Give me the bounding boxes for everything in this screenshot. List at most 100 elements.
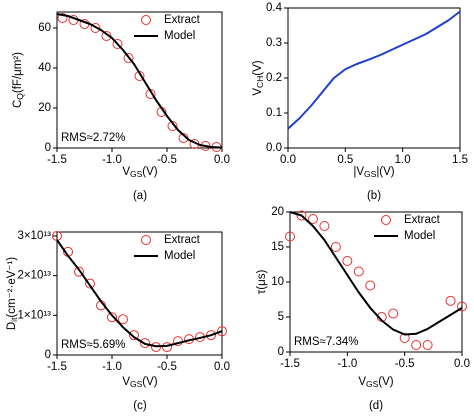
legend-label: Model bbox=[404, 230, 435, 242]
x-tick-label: -0.5 bbox=[395, 358, 415, 370]
label-part: |(V) bbox=[376, 166, 394, 178]
y-tick-label: 40 bbox=[38, 62, 51, 74]
plot-frame bbox=[289, 211, 463, 353]
x-tick-label: 0.0 bbox=[454, 358, 470, 370]
caption: (a) bbox=[133, 190, 147, 202]
label-part: τ(μs) bbox=[256, 270, 268, 295]
y-tick-label: 0 bbox=[278, 346, 284, 358]
data-point bbox=[285, 231, 295, 242]
y-tick-label: 5 bbox=[278, 311, 284, 323]
data-point bbox=[118, 314, 128, 325]
y-tick-label: 2×10¹³ bbox=[17, 270, 51, 282]
data-line bbox=[289, 211, 463, 336]
y-tick-label: 1×10¹³ bbox=[17, 309, 51, 321]
label-part: (V) bbox=[142, 166, 158, 178]
annotation: RMS≈7.34% bbox=[294, 336, 358, 348]
data-point bbox=[388, 308, 399, 319]
caption: (c) bbox=[133, 400, 147, 412]
y-tick-label: 0 bbox=[45, 142, 51, 154]
y-tick-label: 3×10¹³ bbox=[17, 230, 51, 242]
legend-marker bbox=[141, 15, 151, 25]
y-tick-label: 10 bbox=[271, 276, 284, 288]
x-tick-label: 0.5 bbox=[337, 154, 353, 166]
x-tick-label: 1.0 bbox=[395, 154, 411, 166]
data-point bbox=[445, 295, 456, 306]
data-point bbox=[206, 330, 216, 341]
x-tick-label: -0.5 bbox=[157, 154, 177, 166]
caption: (d) bbox=[369, 400, 383, 412]
data-point bbox=[353, 266, 364, 277]
label-part: |V bbox=[353, 166, 364, 178]
y-tick-label: 0 bbox=[45, 349, 51, 361]
data-point bbox=[296, 210, 307, 221]
legend-label: Extract bbox=[164, 14, 201, 26]
x-tick-label: -1.5 bbox=[280, 358, 300, 370]
legend-label: Extract bbox=[404, 214, 441, 226]
data-point bbox=[85, 278, 95, 289]
label-part: V bbox=[122, 376, 130, 388]
x-tick-label: -1.0 bbox=[337, 358, 357, 370]
data-point bbox=[457, 301, 467, 312]
label-part: D bbox=[6, 322, 18, 330]
data-line bbox=[287, 10, 461, 130]
legend-label: Model bbox=[164, 30, 195, 42]
y-tick-label: 60 bbox=[38, 22, 51, 34]
x-tick-label: -1.5 bbox=[47, 361, 67, 373]
data-point bbox=[129, 330, 139, 341]
data-point bbox=[101, 31, 112, 41]
y-tick-label: 0.0 bbox=[266, 142, 282, 154]
legend-marker bbox=[381, 215, 391, 225]
data-point bbox=[74, 266, 84, 277]
data-point bbox=[112, 39, 123, 49]
data-point bbox=[411, 340, 422, 350]
subscript: GS bbox=[366, 379, 379, 389]
y-tick-label: 20 bbox=[271, 206, 284, 218]
data-point bbox=[162, 342, 172, 353]
x-axis-label: |VGS|(V) bbox=[353, 166, 394, 179]
x-tick-label: -1.5 bbox=[47, 154, 67, 166]
x-axis-label: VGS(V) bbox=[122, 166, 157, 179]
data-point bbox=[123, 53, 134, 63]
x-axis-label: VGS(V) bbox=[122, 376, 157, 389]
x-axis-label: VGS(V) bbox=[358, 376, 393, 389]
legend-marker bbox=[141, 235, 151, 245]
annotation: RMS≈2.72% bbox=[61, 132, 125, 144]
caption: (b) bbox=[367, 190, 381, 202]
data-point bbox=[422, 340, 433, 350]
subscript: GS bbox=[130, 379, 143, 389]
data-point bbox=[342, 256, 353, 266]
subscript: CH bbox=[255, 76, 265, 88]
label-part: V bbox=[252, 88, 264, 96]
plot-frame bbox=[56, 11, 223, 149]
y-tick-label: 20 bbox=[38, 102, 51, 114]
label-part: V bbox=[122, 166, 130, 178]
data-point bbox=[107, 312, 117, 323]
y-tick-label: 15 bbox=[271, 241, 284, 253]
label-part: (cm⁻²·eV⁻¹) bbox=[6, 257, 18, 318]
subscript: Q bbox=[15, 93, 25, 100]
data-line bbox=[56, 239, 223, 348]
data-point bbox=[140, 338, 150, 349]
subscript: GS bbox=[364, 169, 377, 179]
y-tick-label: 0.3 bbox=[266, 37, 282, 49]
x-tick-label: 1.5 bbox=[452, 154, 468, 166]
y-axis-label: Dit(cm⁻²·eV⁻¹) bbox=[6, 257, 19, 330]
annotation: RMS≈5.69% bbox=[61, 339, 125, 351]
plot-frame bbox=[56, 231, 223, 356]
y-tick-label: 0.1 bbox=[266, 107, 282, 119]
y-axis-label: CQ(fF/μm²) bbox=[12, 52, 25, 108]
data-point bbox=[90, 23, 101, 33]
label-part: (fF/μm²) bbox=[12, 52, 24, 93]
label-part: (V) bbox=[378, 376, 394, 388]
x-tick-label: -0.5 bbox=[157, 361, 177, 373]
data-point bbox=[319, 221, 330, 231]
y-tick-label: 0.2 bbox=[266, 72, 282, 84]
data-point bbox=[307, 214, 318, 224]
y-axis-label: VCH(V) bbox=[252, 60, 265, 95]
label-part: (V) bbox=[142, 376, 158, 388]
y-tick-label: 0.4 bbox=[266, 2, 283, 14]
data-line bbox=[56, 13, 223, 149]
label-part: V bbox=[358, 376, 366, 388]
label-part: (V) bbox=[252, 60, 264, 76]
